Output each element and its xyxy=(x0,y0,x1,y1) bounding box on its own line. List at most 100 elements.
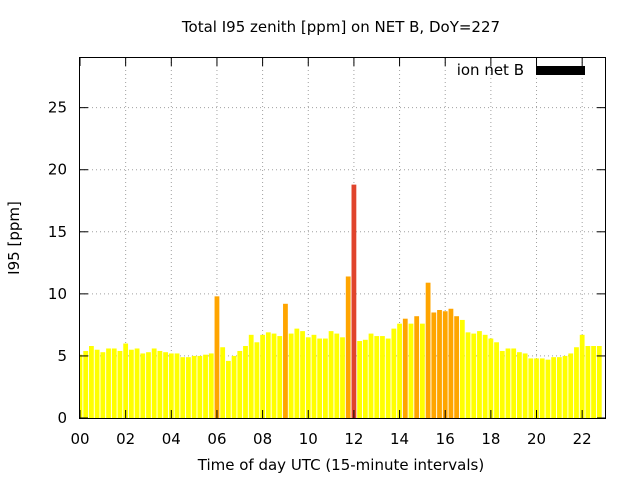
bar xyxy=(94,349,100,418)
x-tick-label: 08 xyxy=(253,430,272,448)
bar xyxy=(596,346,602,418)
bar xyxy=(231,355,237,418)
bar xyxy=(511,348,517,418)
bar xyxy=(459,319,465,418)
bar xyxy=(591,346,596,418)
y-tick-label: 10 xyxy=(48,285,67,303)
bar xyxy=(539,358,545,418)
bar xyxy=(471,333,477,418)
bar xyxy=(448,308,454,418)
bar xyxy=(397,323,402,418)
bar xyxy=(562,355,568,418)
bar xyxy=(408,323,414,418)
y-tick-label: 5 xyxy=(57,347,67,365)
bar xyxy=(208,353,214,418)
bar xyxy=(488,338,494,418)
bar xyxy=(499,350,505,418)
bar xyxy=(585,346,591,418)
bar xyxy=(528,358,534,418)
plot-frame xyxy=(79,57,606,419)
bar xyxy=(357,341,363,418)
y-tick-label: 20 xyxy=(48,161,67,179)
bar xyxy=(277,336,283,418)
bar xyxy=(186,357,191,418)
bar xyxy=(128,349,134,418)
bar xyxy=(140,353,146,418)
x-tick-label: 14 xyxy=(390,430,409,448)
bar xyxy=(237,350,243,418)
bar xyxy=(294,328,300,418)
bar xyxy=(106,348,111,418)
bar xyxy=(425,282,431,418)
y-tick-label: 25 xyxy=(48,99,67,117)
bar xyxy=(260,334,266,418)
bar xyxy=(551,357,557,418)
bar xyxy=(168,353,174,418)
bar xyxy=(197,355,203,418)
x-tick-label: 06 xyxy=(207,430,226,448)
bar xyxy=(345,276,351,418)
bar xyxy=(522,353,528,418)
x-tick-label: 04 xyxy=(162,430,181,448)
x-tick-label: 10 xyxy=(299,430,318,448)
bar xyxy=(431,312,437,418)
bar xyxy=(123,343,129,418)
x-axis-label: Time of day UTC (15-minute intervals) xyxy=(197,456,484,474)
bar xyxy=(151,348,157,418)
bar xyxy=(163,352,168,418)
bar xyxy=(157,350,163,418)
bar xyxy=(419,323,425,418)
y-tick-label: 0 xyxy=(57,409,67,427)
bar xyxy=(517,352,522,418)
x-tick-label: 20 xyxy=(527,430,546,448)
bar xyxy=(80,354,83,418)
bar xyxy=(283,303,288,418)
bar xyxy=(442,311,448,418)
bar xyxy=(351,184,357,418)
bar xyxy=(214,296,220,418)
bar xyxy=(380,336,385,418)
bar xyxy=(391,328,397,418)
x-tick-label: 16 xyxy=(436,430,455,448)
bar xyxy=(100,352,106,418)
bar xyxy=(146,352,151,418)
x-tick-label: 22 xyxy=(573,430,592,448)
legend-swatch xyxy=(536,66,585,75)
bar xyxy=(477,331,482,418)
bar xyxy=(174,353,180,418)
bar xyxy=(328,331,334,418)
bar xyxy=(305,337,311,418)
bar xyxy=(494,342,499,418)
bar xyxy=(111,348,117,418)
y-axis-label: I95 [ppm] xyxy=(5,201,23,275)
bar xyxy=(317,338,323,418)
bar xyxy=(385,338,391,418)
chart-title: Total I95 zenith [ppm] on NET B, DoY=227 xyxy=(181,18,500,36)
x-tick-label: 00 xyxy=(70,430,89,448)
bar xyxy=(180,357,186,418)
bar xyxy=(300,331,305,418)
bar xyxy=(545,359,551,418)
bar xyxy=(362,339,368,418)
x-tick-label: 18 xyxy=(481,430,500,448)
bar xyxy=(368,333,374,418)
bar xyxy=(191,355,197,418)
bar xyxy=(505,348,511,418)
bar xyxy=(374,336,380,418)
bar xyxy=(568,353,574,418)
bar xyxy=(134,348,140,418)
y-tick-label: 15 xyxy=(48,223,67,241)
bar xyxy=(482,334,488,418)
bar xyxy=(265,332,271,418)
bar xyxy=(220,347,226,418)
bar-series xyxy=(80,184,602,418)
bar xyxy=(225,360,231,418)
bar xyxy=(454,316,460,418)
bar xyxy=(288,333,294,418)
bar xyxy=(334,333,340,418)
bar xyxy=(254,342,260,418)
bar xyxy=(89,346,94,418)
bar xyxy=(574,347,579,418)
bar xyxy=(311,334,317,418)
